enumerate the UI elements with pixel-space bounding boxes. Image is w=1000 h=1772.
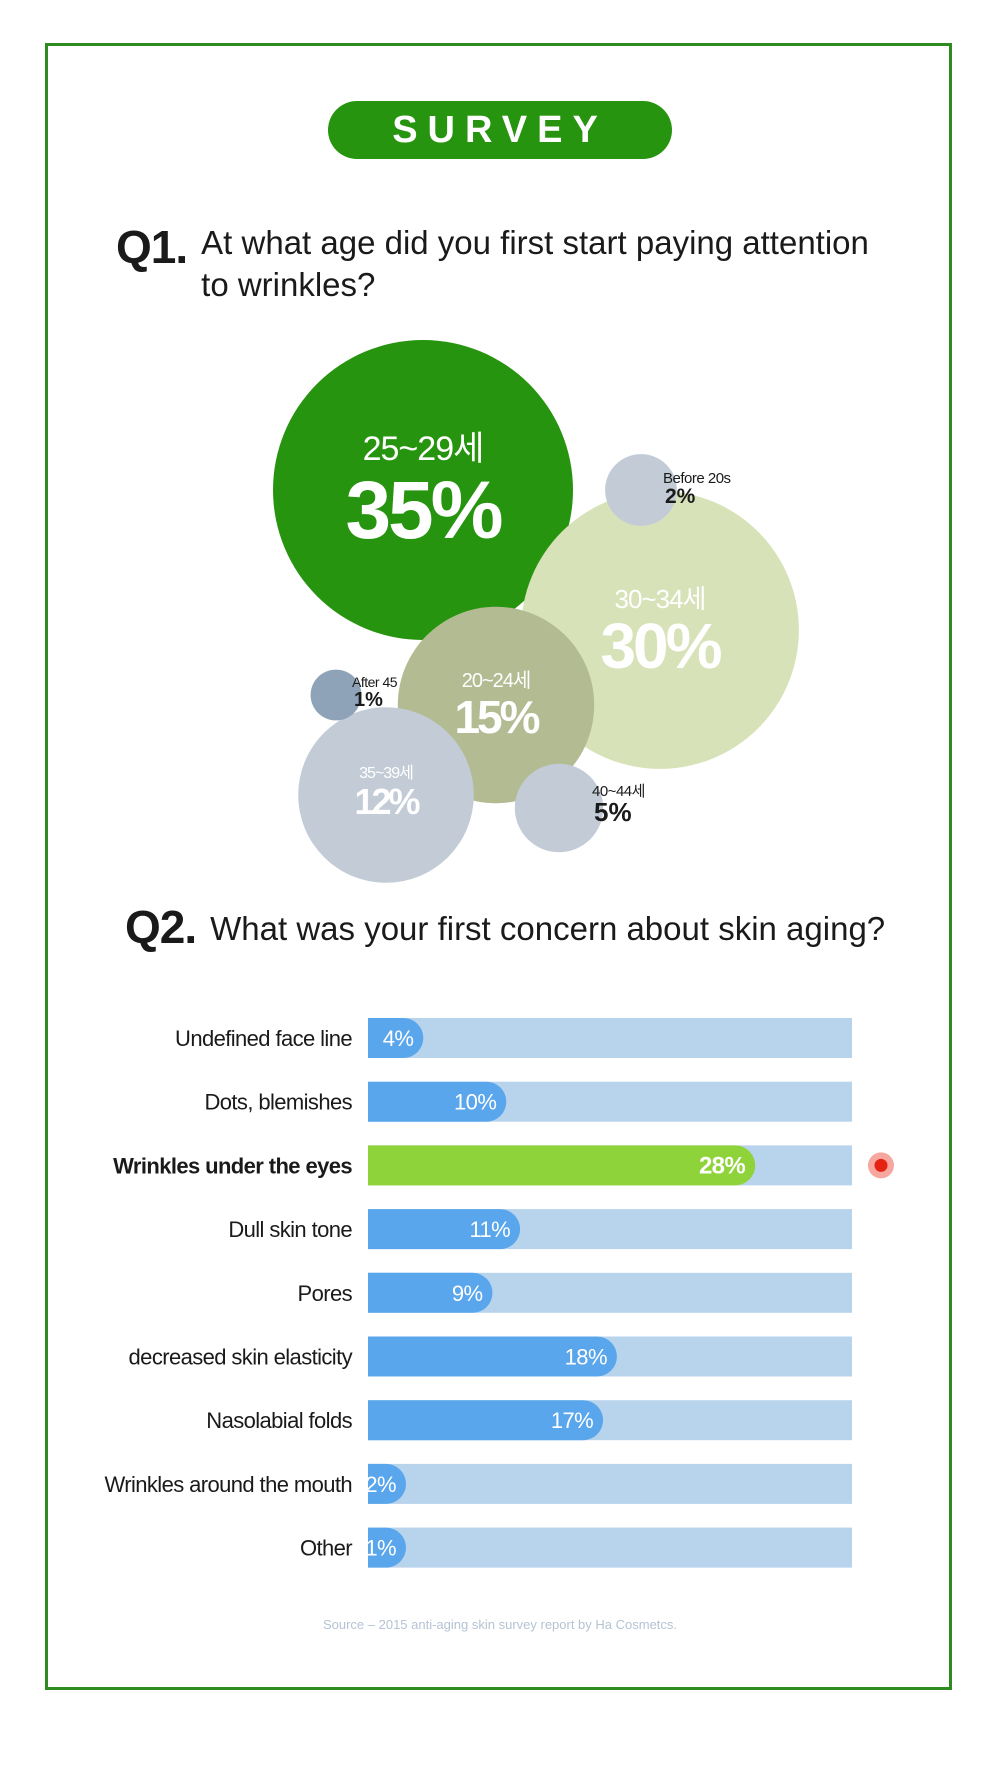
age-bubble-label-5: Before 20s bbox=[663, 470, 731, 487]
age-bubble-label-0: 25~29세 bbox=[363, 430, 484, 468]
survey-frame bbox=[45, 43, 952, 1690]
age-bubble-label-4: 40~44세 bbox=[592, 783, 645, 800]
age-bubble-3 bbox=[298, 707, 474, 883]
age-bubble-5 bbox=[605, 454, 677, 526]
q2-question: What was your first concern about skin a… bbox=[210, 910, 886, 947]
age-bubble-label-6: After 45 bbox=[352, 674, 398, 690]
survey-badge-label: SURVEY bbox=[392, 108, 608, 151]
age-bubble-label-1: 30~34세 bbox=[615, 584, 706, 614]
age-bubble-value-3: 12% bbox=[354, 781, 420, 822]
age-bubble-label-2: 20~24세 bbox=[462, 669, 531, 692]
age-bubble-value-5: 2% bbox=[665, 485, 696, 508]
q2-number: Q2. bbox=[125, 901, 197, 953]
age-bubble-value-2: 15% bbox=[454, 691, 539, 743]
age-bubble-6 bbox=[310, 669, 362, 721]
q1-question-line1: At what age did you first start paying a… bbox=[201, 224, 869, 261]
q1-number: Q1. bbox=[116, 221, 188, 273]
age-bubble-value-1: 30% bbox=[600, 610, 721, 682]
age-bubble-label-3: 35~39세 bbox=[359, 764, 413, 782]
q1-heading: Q1. At what age did you first start payi… bbox=[116, 222, 916, 306]
q2-heading: Q2. What was your first concern about sk… bbox=[125, 904, 925, 950]
survey-badge: SURVEY bbox=[328, 101, 672, 159]
q1-question: At what age did you first start paying a… bbox=[201, 222, 869, 306]
source-note: Source – 2015 anti-aging skin survey rep… bbox=[322, 1617, 678, 1632]
age-bubble-4 bbox=[514, 763, 604, 853]
age-bubble-0 bbox=[273, 340, 573, 640]
age-bubble-value-4: 5% bbox=[594, 797, 632, 827]
q1-question-line2: to wrinkles? bbox=[201, 266, 376, 303]
age-bubble-value-0: 35% bbox=[345, 465, 501, 556]
age-bubble-value-6: 1% bbox=[354, 689, 383, 711]
